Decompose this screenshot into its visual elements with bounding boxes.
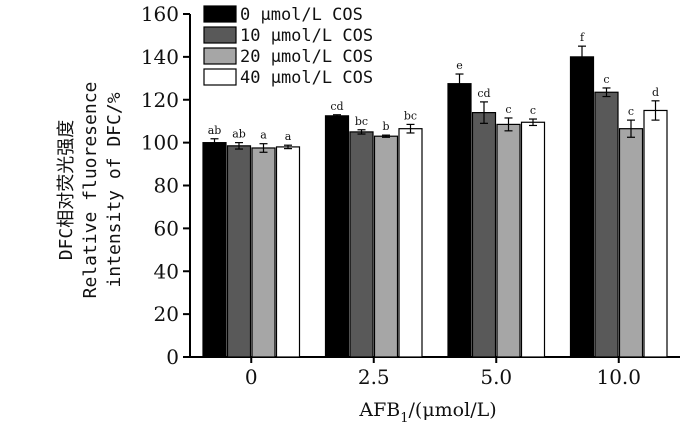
bar <box>496 123 521 358</box>
bar <box>398 128 423 358</box>
significance-letter: e <box>456 59 463 72</box>
significance-letter: ab <box>232 128 246 141</box>
significance-letter: ab <box>208 124 222 137</box>
y-tick-label: 60 <box>154 216 179 240</box>
bar <box>202 142 227 358</box>
significance-letter: c <box>603 73 609 86</box>
y-tick-label: 40 <box>154 259 179 283</box>
y-tick-label: 120 <box>141 88 179 112</box>
significance-letter: cd <box>477 87 490 100</box>
bar <box>275 146 301 358</box>
y-tick-label: 80 <box>154 174 179 198</box>
bar <box>520 121 546 358</box>
significance-letter: bc <box>404 109 417 122</box>
bar <box>447 83 472 358</box>
y-tick-label: 20 <box>154 302 179 326</box>
y-tick-label: 0 <box>166 345 179 369</box>
x-axis-label-subscript: 1 <box>400 411 408 426</box>
significance-letter: a <box>260 129 267 142</box>
bar <box>251 147 276 358</box>
y-tick-label: 140 <box>141 45 179 69</box>
legend-swatch <box>203 68 237 86</box>
y-axis-label: DFC相对荧光强度 Relative fluoresence intensity… <box>56 82 125 299</box>
x-axis-label: AFB1/(μmol/L) <box>358 399 496 426</box>
bar <box>349 131 374 358</box>
legend-entry: 40 μmol/L COS <box>240 68 373 88</box>
legend-swatch <box>203 47 237 65</box>
y-tick-label: 160 <box>141 2 179 26</box>
bar <box>594 91 619 358</box>
bar <box>226 145 252 358</box>
significance-letter: bc <box>355 115 368 128</box>
legend-entry: 0 μmol/L COS <box>240 5 363 25</box>
significance-letter: cd <box>330 100 343 113</box>
bar <box>471 112 497 358</box>
significance-letter: c <box>505 103 511 116</box>
legend-entry: 20 μmol/L COS <box>240 47 373 67</box>
y-axis-label-line-3: intensity of DFC/% <box>104 92 125 287</box>
bar <box>373 135 399 358</box>
bar <box>618 128 644 358</box>
x-tick-label: 2.5 <box>358 365 390 389</box>
x-tick-label: 5.0 <box>480 365 512 389</box>
legend-entry: 10 μmol/L COS <box>240 26 373 46</box>
significance-letter: f <box>580 31 585 44</box>
significance-letter: c <box>530 104 536 117</box>
y-axis-label-line-2: Relative fluoresence <box>80 82 101 299</box>
x-axis-label-unit: /(μmol/L) <box>409 399 497 421</box>
x-axis-label-main: AFB <box>358 399 400 421</box>
legend-swatch <box>203 5 237 23</box>
bar <box>569 56 595 358</box>
legend-swatch <box>203 26 237 44</box>
bar <box>643 109 668 358</box>
significance-letter: a <box>285 130 292 143</box>
x-tick-label: 0 <box>245 365 258 389</box>
significance-letter: d <box>652 86 659 99</box>
x-tick-label: 10.0 <box>596 365 641 389</box>
significance-letter: c <box>628 105 634 118</box>
y-axis-label-line-1: DFC相对荧光强度 <box>56 120 77 261</box>
bar <box>324 115 350 358</box>
y-tick-label: 100 <box>141 131 179 155</box>
significance-letter: b <box>382 120 389 133</box>
